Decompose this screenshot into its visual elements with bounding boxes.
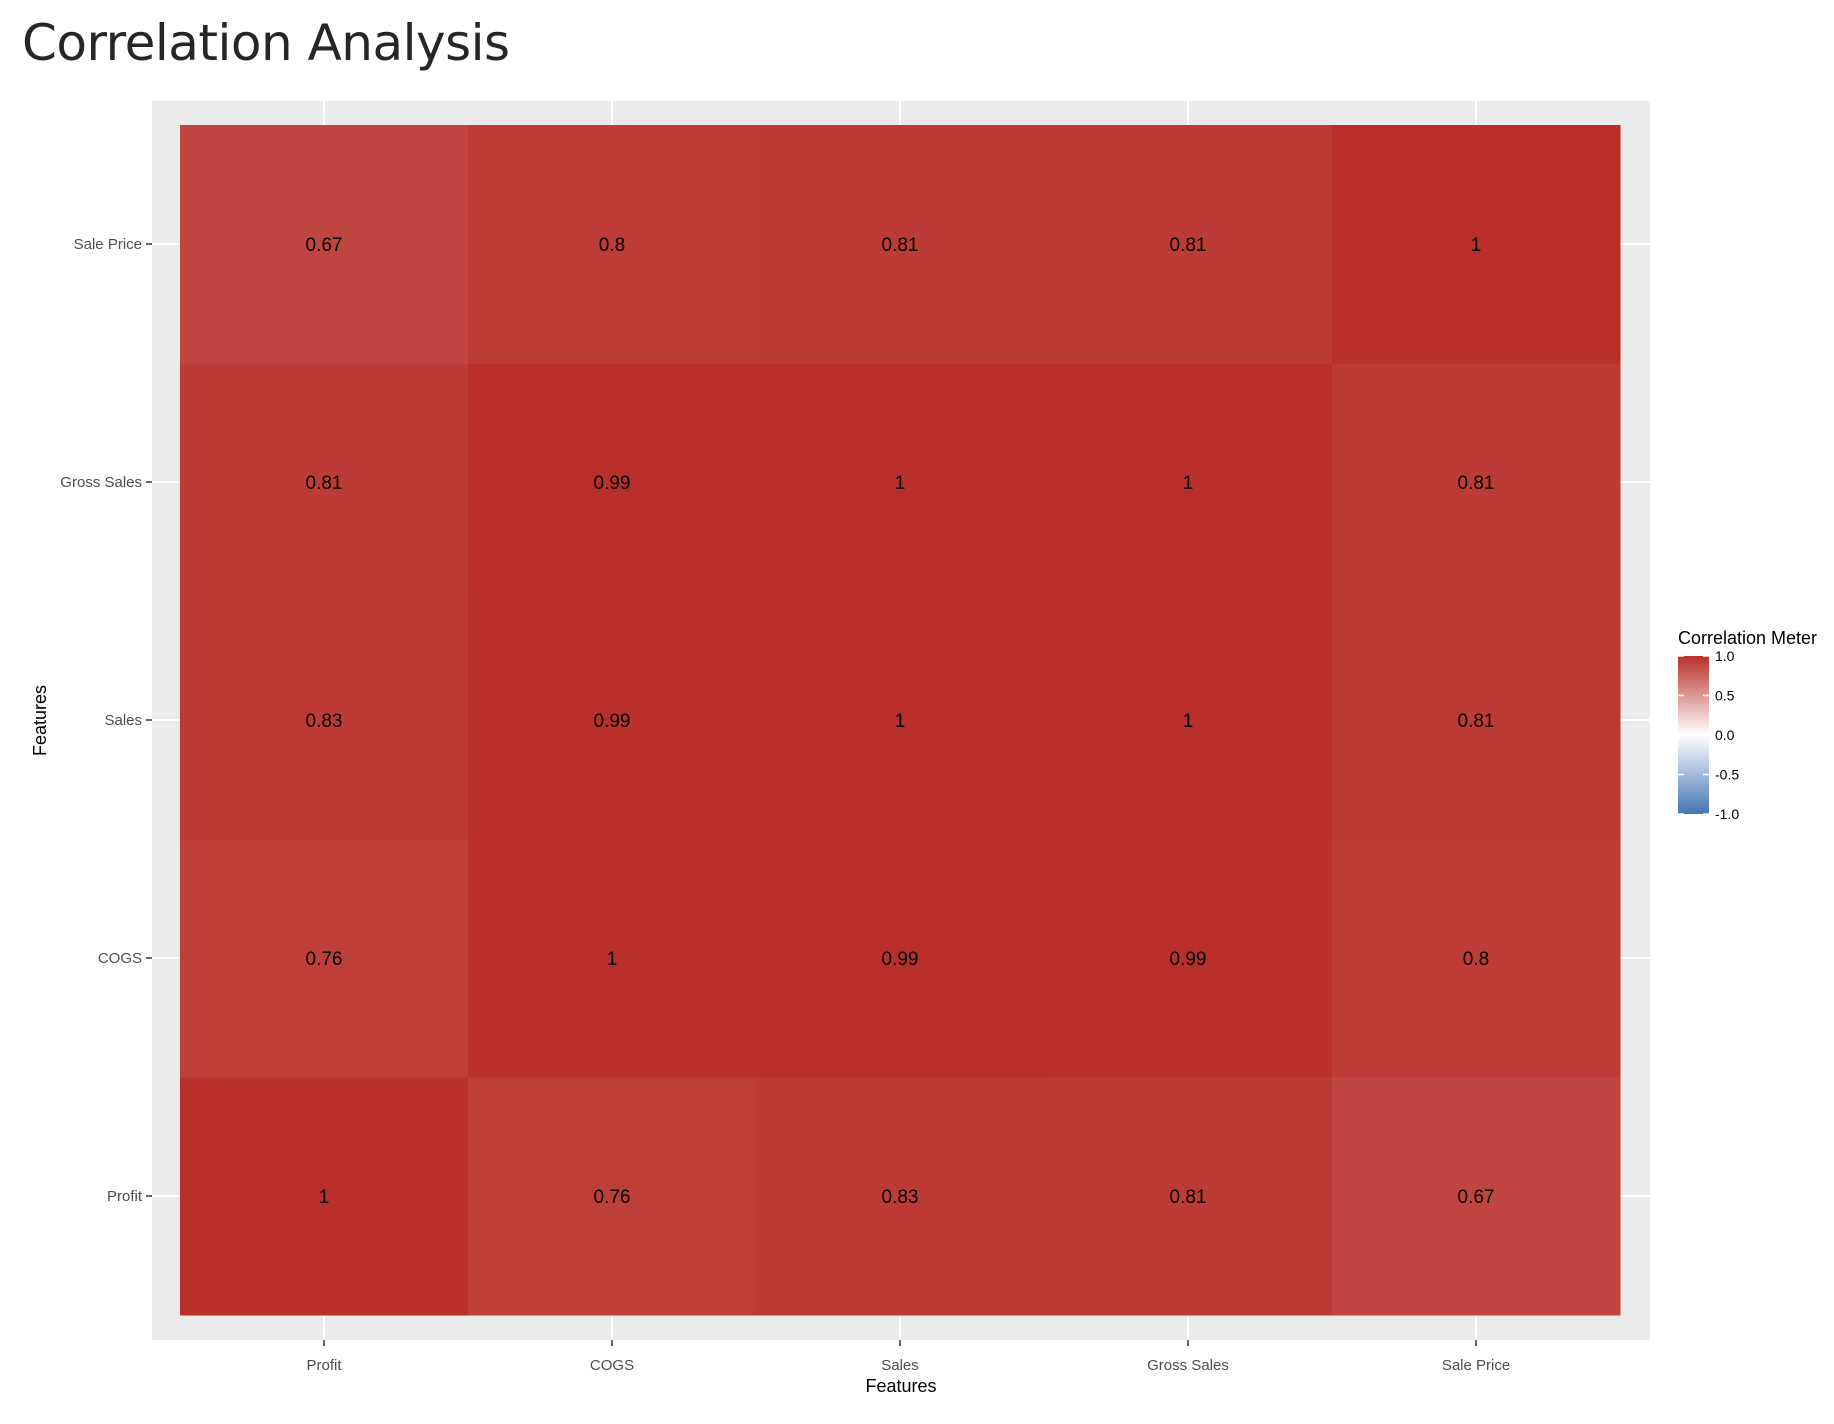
cell-value-label: 1	[319, 1187, 330, 1208]
cell-value-label: 0.81	[1458, 711, 1495, 732]
heatmap-cell	[1332, 363, 1621, 602]
cell-value-label: 0.8	[599, 235, 625, 256]
heatmap-cell	[180, 1077, 469, 1316]
y-axis-title: Features	[30, 685, 50, 756]
cell-value-label: 0.81	[1170, 235, 1207, 256]
cell-value-label: 1	[1183, 711, 1194, 732]
heatmap-cell	[468, 839, 757, 1078]
cell-value-label: 0.67	[1458, 1187, 1495, 1208]
legend-tick-label: -1.0	[1715, 806, 1739, 822]
cell-value-label: 1	[607, 949, 618, 970]
heatmap-cell	[180, 363, 469, 602]
cell-value-label: 0.81	[882, 235, 919, 256]
cell-value-label: 0.99	[594, 473, 631, 494]
cell-value-label: 1	[895, 711, 906, 732]
cell-value-label: 0.83	[882, 1187, 919, 1208]
heatmap-cell	[1332, 125, 1621, 364]
heatmap-cell	[1332, 1077, 1621, 1316]
heatmap-cell	[756, 125, 1045, 364]
x-tick-label: Sales	[881, 1357, 919, 1374]
x-tick-label: Profit	[306, 1357, 342, 1374]
cell-value-label: 0.76	[594, 1187, 631, 1208]
heatmap-cell	[1044, 125, 1333, 364]
x-tick-label: COGS	[590, 1357, 634, 1374]
cell-value-label: 1	[1471, 235, 1482, 256]
heatmap-cell	[180, 839, 469, 1078]
heatmap-cell	[1044, 601, 1333, 840]
heatmap-cell	[180, 601, 469, 840]
cell-value-label: 0.67	[306, 235, 343, 256]
cell-value-label: 0.81	[306, 473, 343, 494]
heatmap-cell	[180, 125, 469, 364]
cell-value-label: 0.76	[306, 949, 343, 970]
legend-tick-label: -0.5	[1715, 767, 1739, 783]
heatmap-cell	[1044, 839, 1333, 1078]
heatmap-cells: 1 0.76 0.83 0.81 0.670.76 1 0.99 0.99 0.80.83 0.9…	[180, 125, 1621, 1316]
cell-value-label: 0.8	[1463, 949, 1489, 970]
cell-value-label: 0.81	[1170, 1187, 1207, 1208]
cell-value-label: 0.99	[882, 949, 919, 970]
cell-value-label: 0.99	[1170, 949, 1207, 970]
y-tick-label: Profit	[107, 1188, 143, 1205]
legend-tick-label: 1.0	[1715, 648, 1735, 664]
heatmap-cell	[756, 1077, 1045, 1316]
y-tick-label: Sale Price	[74, 236, 142, 253]
legend: Correlation Meter 1.0 0.5 0.0 -0.5 -1.0	[1678, 628, 1817, 822]
legend-title: Correlation Meter	[1678, 628, 1817, 648]
x-tick-label: Gross Sales	[1147, 1357, 1229, 1374]
cell-value-label: 1	[1183, 473, 1194, 494]
heatmap-cell	[756, 363, 1045, 602]
cell-value-label: 0.99	[594, 711, 631, 732]
legend-tick-label: 0.5	[1715, 688, 1735, 704]
page-title: Correlation Analysis	[22, 14, 510, 72]
cell-value-label: 0.81	[1458, 473, 1495, 494]
heatmap-cell	[1044, 1077, 1333, 1316]
legend-tick-label: 0.0	[1715, 727, 1735, 743]
heatmap-cell	[756, 839, 1045, 1078]
heatmap-cell	[468, 363, 757, 602]
heatmap-cell	[468, 601, 757, 840]
x-axis-title: Features	[865, 1376, 936, 1396]
cell-value-label: 0.83	[306, 711, 343, 732]
heatmap-cell	[468, 125, 757, 364]
y-tick-label: COGS	[98, 950, 142, 967]
cell-value-label: 1	[895, 473, 906, 494]
heatmap-cell	[1044, 363, 1333, 602]
heatmap-cell	[1332, 839, 1621, 1078]
x-tick-label: Sale Price	[1442, 1357, 1510, 1374]
heatmap-cell	[1332, 601, 1621, 840]
heatmap-cell	[756, 601, 1045, 840]
axes: Features Features Profit COGS Sales Gross S…	[30, 236, 1510, 1396]
heatmap-cell	[468, 1077, 757, 1316]
y-tick-label: Sales	[104, 712, 142, 729]
y-tick-label: Gross Sales	[60, 474, 142, 491]
